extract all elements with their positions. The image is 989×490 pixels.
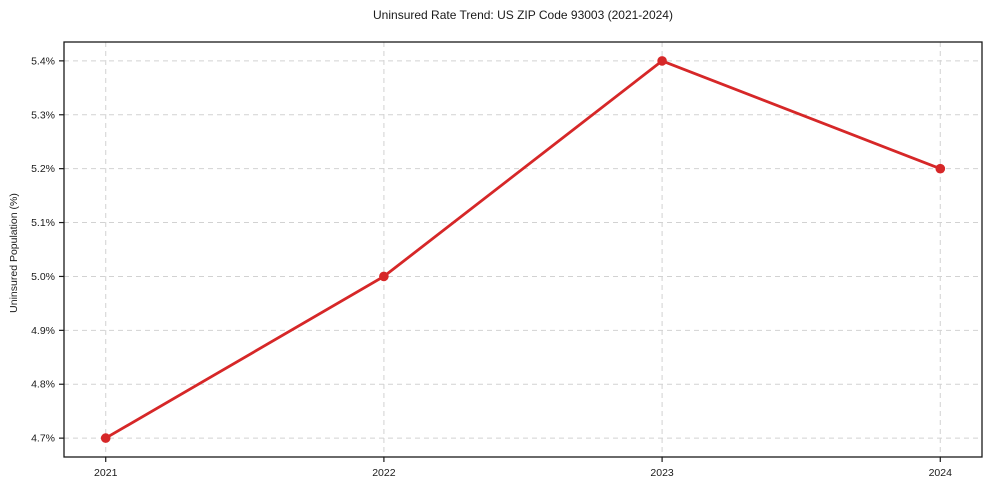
- data-point: [100, 433, 111, 443]
- y-tick-label: 5.1%: [31, 217, 55, 229]
- y-tick-label: 5.4%: [31, 55, 55, 67]
- y-tick-label: 5.2%: [31, 163, 55, 175]
- y-tick-label: 4.8%: [31, 379, 55, 391]
- data-point: [657, 56, 667, 66]
- x-tick-label: 2023: [650, 467, 674, 479]
- chart-title: Uninsured Rate Trend: US ZIP Code 93003 …: [373, 8, 673, 22]
- data-line: [104, 59, 942, 440]
- data-point: [379, 271, 389, 282]
- y-tick-label: 5.0%: [31, 271, 55, 283]
- x-tick-label: 2022: [372, 467, 396, 479]
- data-point: [935, 163, 946, 174]
- plot-border: [63, 41, 983, 458]
- x-tick-label: 2021: [94, 467, 118, 479]
- y-tick-label: 4.9%: [31, 325, 55, 337]
- y-tick-label: 5.3%: [31, 109, 55, 121]
- x-tick-label: 2024: [929, 467, 953, 479]
- y-tick-label: 4.7%: [31, 433, 55, 445]
